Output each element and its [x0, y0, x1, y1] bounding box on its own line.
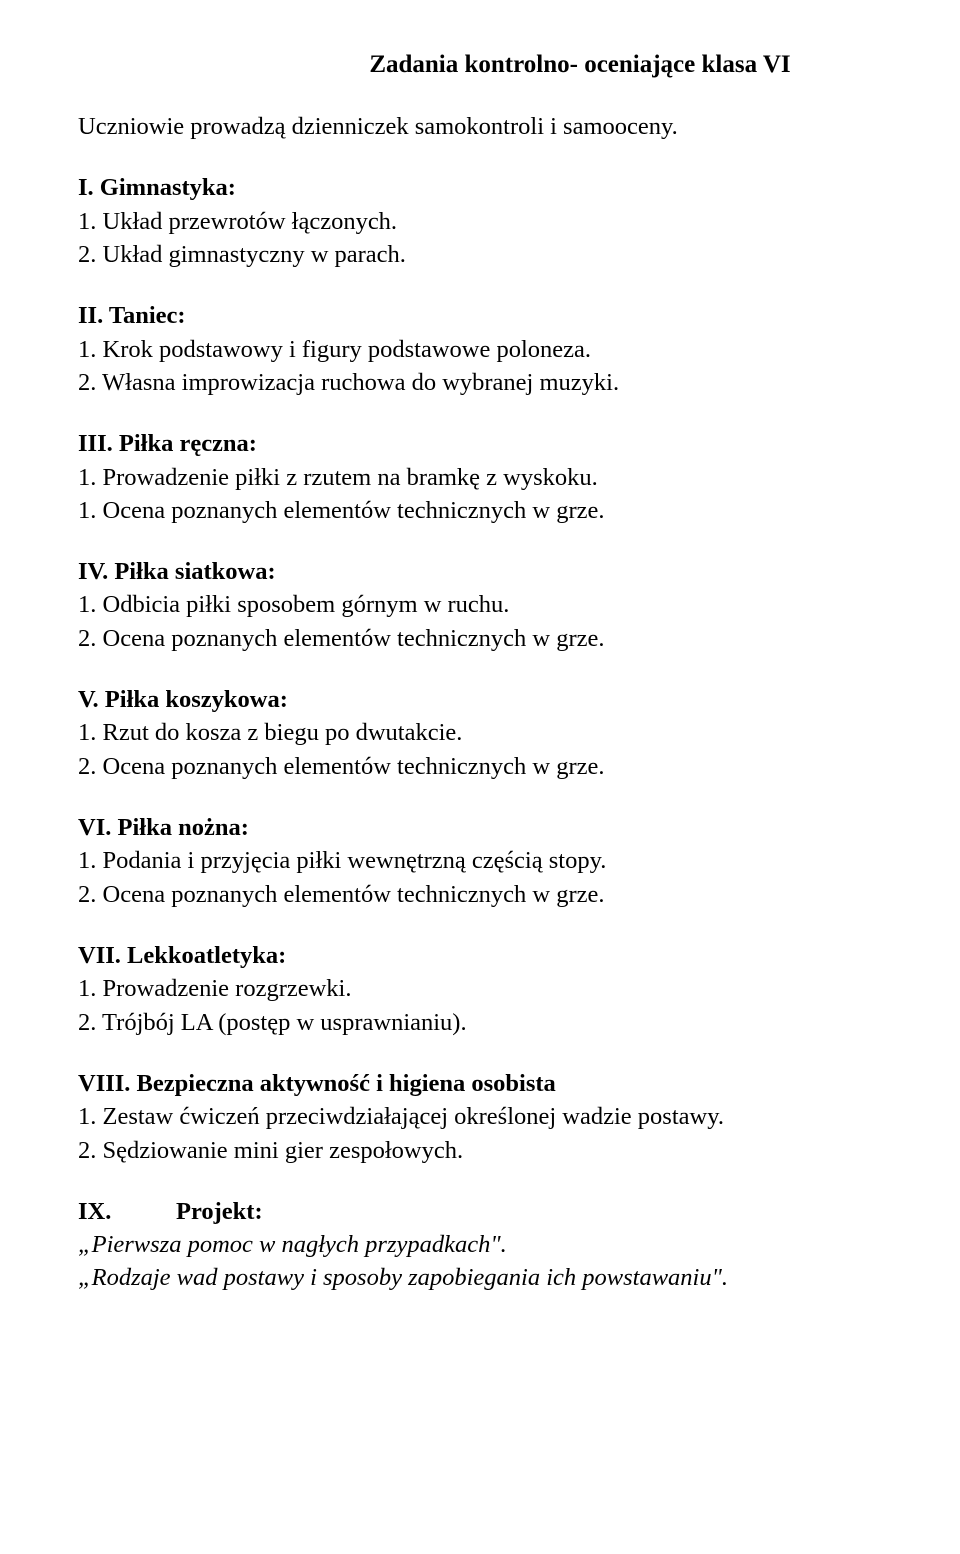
section-heading: II. Taniec:	[78, 299, 882, 332]
section-pilka-nozna: VI. Piłka nożna: 1. Podania i przyjęcia …	[78, 811, 882, 911]
list-item: 1. Prowadzenie rozgrzewki.	[78, 972, 882, 1005]
heading-text: Lekkoatletyka:	[127, 942, 286, 969]
roman-numeral: VI.	[78, 814, 111, 841]
heading-text: Piłka koszykowa:	[105, 686, 288, 713]
section-pilka-koszykowa: V. Piłka koszykowa: 1. Rzut do kosza z b…	[78, 683, 882, 783]
list-item: 1. Prowadzenie piłki z rzutem na bramkę …	[78, 461, 882, 494]
page-title: Zadania kontrolno- oceniające klasa VI	[278, 48, 882, 82]
roman-numeral: I.	[78, 174, 94, 201]
section-pilka-reczna: III. Piłka ręczna: 1. Prowadzenie piłki …	[78, 427, 882, 527]
list-item: 1. Rzut do kosza z biegu po dwutakcie.	[78, 716, 882, 749]
document-page: Zadania kontrolno- oceniające klasa VI U…	[0, 0, 960, 1383]
roman-numeral: III.	[78, 430, 113, 457]
section-pilka-siatkowa: IV. Piłka siatkowa: 1. Odbicia piłki spo…	[78, 555, 882, 655]
section-heading: IV. Piłka siatkowa:	[78, 555, 882, 588]
roman-numeral: V.	[78, 686, 99, 713]
heading-text: Bezpieczna aktywność i higiena osobista	[137, 1070, 556, 1097]
section-heading: III. Piłka ręczna:	[78, 427, 882, 460]
list-item: 1. Odbicia piłki sposobem górnym w ruchu…	[78, 588, 882, 621]
section-heading: VI. Piłka nożna:	[78, 811, 882, 844]
heading-text: Gimnastyka:	[100, 174, 236, 201]
list-item: 2. Trójbój LA (postęp w usprawnianiu).	[78, 1006, 882, 1039]
section-heading: I. Gimnastyka:	[78, 171, 882, 204]
section-heading: VII. Lekkoatletyka:	[78, 939, 882, 972]
heading-text: Piłka nożna:	[117, 814, 248, 841]
list-item: 1. Podania i przyjęcia piłki wewnętrzną …	[78, 844, 882, 877]
list-item: 2. Ocena poznanych elementów technicznyc…	[78, 750, 882, 783]
section-gimnastyka: I. Gimnastyka: 1. Układ przewrotów łączo…	[78, 171, 882, 271]
list-item: 1. Ocena poznanych elementów technicznyc…	[78, 494, 882, 527]
section-bezpieczna-aktywnosc: VIII. Bezpieczna aktywność i higiena oso…	[78, 1067, 882, 1167]
list-item: 2. Układ gimnastyczny w parach.	[78, 238, 882, 271]
list-item: 2. Ocena poznanych elementów technicznyc…	[78, 622, 882, 655]
section-heading: VIII. Bezpieczna aktywność i higiena oso…	[78, 1067, 882, 1100]
list-item: 1. Krok podstawowy i figury podstawowe p…	[78, 333, 882, 366]
list-item: 2. Własna improwizacja ruchowa do wybran…	[78, 366, 882, 399]
list-item: 1. Układ przewrotów łączonych.	[78, 205, 882, 238]
section-projekt: IX. Projekt: „Pierwsza pomoc w nagłych p…	[78, 1195, 882, 1295]
heading-text: Piłka siatkowa:	[114, 558, 275, 585]
section-heading: V. Piłka koszykowa:	[78, 683, 882, 716]
list-item: „Rodzaje wad postawy i sposoby zapobiega…	[78, 1261, 882, 1294]
heading-text: Piłka ręczna:	[119, 430, 257, 457]
roman-numeral: II.	[78, 302, 103, 329]
heading-text: Taniec:	[109, 302, 186, 329]
roman-numeral: VIII.	[78, 1070, 130, 1097]
roman-numeral: VII.	[78, 942, 121, 969]
roman-numeral: IX.	[78, 1195, 176, 1228]
intro-text: Uczniowie prowadzą dzienniczek samokontr…	[78, 110, 882, 143]
heading-text: Projekt:	[176, 1195, 263, 1228]
section-lekkoatletyka: VII. Lekkoatletyka: 1. Prowadzenie rozgr…	[78, 939, 882, 1039]
list-item: 1. Zestaw ćwiczeń przeciwdziałającej okr…	[78, 1100, 882, 1133]
section-heading: IX. Projekt:	[78, 1195, 882, 1228]
roman-numeral: IV.	[78, 558, 108, 585]
list-item: 2. Sędziowanie mini gier zespołowych.	[78, 1134, 882, 1167]
list-item: 2. Ocena poznanych elementów technicznyc…	[78, 878, 882, 911]
list-item: „Pierwsza pomoc w nagłych przypadkach".	[78, 1228, 882, 1261]
section-taniec: II. Taniec: 1. Krok podstawowy i figury …	[78, 299, 882, 399]
